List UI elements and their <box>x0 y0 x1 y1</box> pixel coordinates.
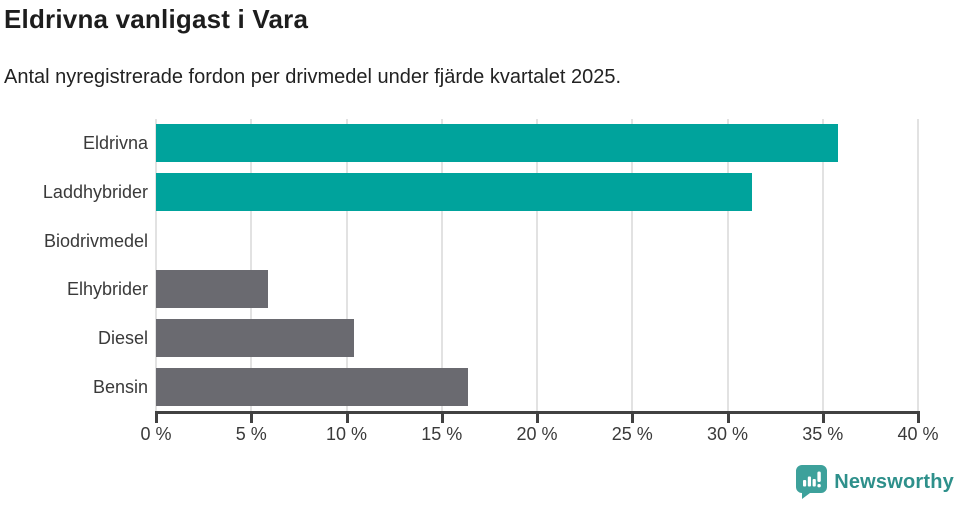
gridline-0 <box>155 119 157 411</box>
x-tick-25 <box>631 414 635 423</box>
x-tick-0 <box>155 414 158 423</box>
x-tick-30 <box>726 414 730 423</box>
bar-laddhybrider <box>156 173 753 211</box>
x-tick-20 <box>536 414 539 423</box>
x-tick-label-30: 30 % <box>706 424 749 444</box>
x-tick-label-25: 25 % <box>611 424 653 444</box>
gridline-15 <box>440 119 443 411</box>
x-tick-label-20: 20 % <box>516 424 558 444</box>
x-tick-label-35: 35 % <box>802 424 844 444</box>
newsworthy-bubble-chart-icon <box>796 465 828 499</box>
x-tick-label-5: 5 % <box>235 424 267 444</box>
bar-eldrivna <box>156 124 838 163</box>
category-label-bensin: Bensin <box>92 376 148 397</box>
category-label-eldrivna: Eldrivna <box>82 133 148 154</box>
x-tick-15 <box>440 414 444 423</box>
gridline-25 <box>631 119 634 411</box>
category-label-biodrivmedel: Biodrivmedel <box>43 230 148 251</box>
category-label-diesel: Diesel <box>97 328 148 348</box>
gridline-40 <box>917 119 919 411</box>
gridline-20 <box>536 119 538 411</box>
newsworthy-wordmark: Newsworthy <box>834 470 954 493</box>
gridline-10 <box>345 119 348 411</box>
bar-elhybrider <box>156 270 269 309</box>
bar-bensin <box>156 367 469 406</box>
x-tick-40 <box>917 414 920 423</box>
gridline-35 <box>821 119 824 411</box>
x-tick-10 <box>345 414 349 423</box>
x-tick-label-40: 40 % <box>897 424 939 444</box>
newsworthy-logo: Newsworthy <box>796 465 954 499</box>
gridline-30 <box>726 119 729 411</box>
x-tick-label-15: 15 % <box>421 424 463 444</box>
gridline-5 <box>250 119 253 411</box>
category-label-laddhybrider: Laddhybrider <box>42 182 148 202</box>
x-tick-5 <box>250 414 254 423</box>
x-tick-label-10: 10 % <box>325 424 368 444</box>
x-tick-35 <box>821 414 825 423</box>
chart-title: Eldrivna vanligast i Vara <box>4 4 309 34</box>
x-axis-line <box>155 411 920 414</box>
bar-diesel <box>156 319 355 357</box>
category-label-elhybrider: Elhybrider <box>66 279 148 300</box>
chart-subtitle: Antal nyregistrerade fordon per drivmede… <box>4 66 622 88</box>
x-tick-label-0: 0 % <box>140 424 172 444</box>
plot-area <box>155 119 919 411</box>
